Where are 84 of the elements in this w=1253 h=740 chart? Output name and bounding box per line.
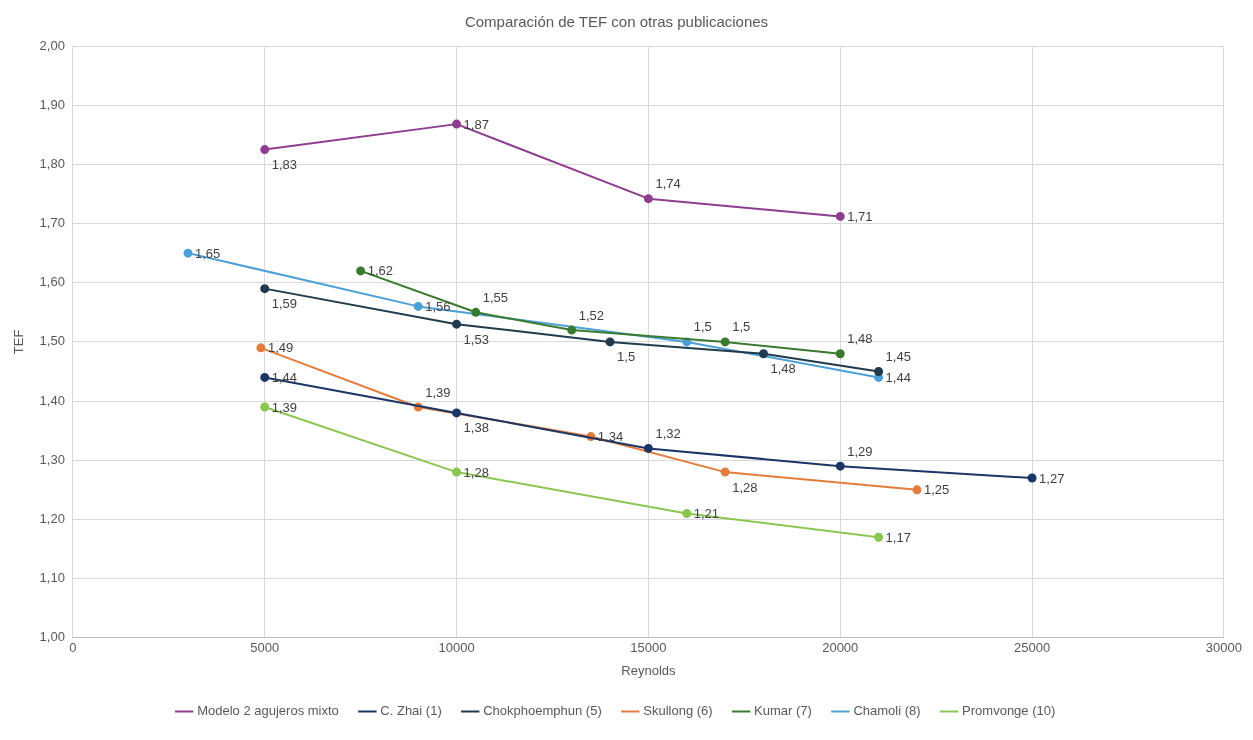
data-label: 1,38 bbox=[463, 420, 489, 436]
point bbox=[1027, 473, 1037, 483]
point bbox=[720, 467, 730, 477]
point bbox=[256, 343, 266, 353]
data-label: 1,29 bbox=[847, 443, 873, 459]
point bbox=[413, 301, 423, 311]
point bbox=[912, 485, 922, 495]
data-label: 1,65 bbox=[195, 245, 221, 261]
data-label: 1,48 bbox=[770, 361, 796, 377]
point bbox=[567, 325, 577, 335]
data-label: 1,44 bbox=[885, 369, 911, 385]
data-label: 1,32 bbox=[655, 426, 681, 441]
y-tick-label: 1,10 bbox=[39, 570, 65, 586]
data-label: 1,74 bbox=[655, 176, 681, 192]
point bbox=[643, 443, 653, 453]
y-tick-label: 1,80 bbox=[39, 155, 65, 171]
data-label: 1,59 bbox=[271, 296, 298, 312]
y-tick-label: 1,70 bbox=[39, 215, 65, 231]
y-tick-label: 1,50 bbox=[39, 333, 65, 349]
point bbox=[452, 119, 462, 129]
point bbox=[452, 408, 462, 418]
point bbox=[260, 372, 270, 382]
legend-label: Skullong (6) bbox=[643, 703, 713, 719]
point bbox=[356, 266, 366, 276]
y-tick-label: 1,30 bbox=[39, 451, 65, 467]
point bbox=[682, 509, 692, 519]
data-label: 1,48 bbox=[847, 331, 873, 347]
legend-label: Kumar (7) bbox=[754, 703, 812, 719]
y-tick-label: 1,40 bbox=[39, 392, 65, 408]
x-tick-label: 15000 bbox=[630, 640, 667, 656]
x-tick-label: 20000 bbox=[822, 640, 859, 656]
point bbox=[835, 349, 845, 359]
y-tick-label: 1,20 bbox=[39, 511, 65, 527]
point bbox=[471, 307, 481, 317]
data-label: 1,5 bbox=[693, 319, 712, 335]
x-axis-title: Reynolds bbox=[621, 662, 677, 678]
data-label: 1,27 bbox=[1039, 470, 1065, 486]
point bbox=[643, 194, 653, 204]
data-label: 1,5 bbox=[617, 349, 636, 365]
point bbox=[605, 337, 615, 347]
legend-label: Chamoli (8) bbox=[853, 703, 921, 719]
data-label: 1,53 bbox=[463, 331, 489, 347]
point bbox=[260, 402, 270, 412]
x-tick-label: 5000 bbox=[250, 640, 280, 656]
y-axis-title: TEF bbox=[11, 329, 27, 355]
point bbox=[835, 461, 845, 471]
point bbox=[452, 467, 462, 477]
data-label: 1,39 bbox=[425, 384, 451, 400]
y-tick-label: 2,00 bbox=[39, 37, 65, 53]
legend-label: C. Zhai (1) bbox=[380, 703, 442, 719]
data-label: 1,62 bbox=[367, 263, 393, 279]
data-label: 1,71 bbox=[847, 209, 873, 225]
data-label: 1,34 bbox=[597, 429, 624, 445]
chart-title: Comparación de TEF con otras publicaciones bbox=[464, 13, 769, 31]
x-tick-label: 10000 bbox=[438, 640, 475, 656]
point bbox=[260, 145, 270, 155]
point bbox=[183, 248, 193, 258]
data-label: 1,45 bbox=[885, 349, 911, 365]
legend-label: Chokphoemphun (5) bbox=[483, 703, 602, 719]
y-tick-label: 1,00 bbox=[39, 629, 65, 645]
data-label: 1,83 bbox=[271, 157, 298, 173]
x-tick-label: 25000 bbox=[1014, 640, 1051, 656]
y-tick-label: 1,90 bbox=[39, 96, 65, 112]
point bbox=[260, 284, 270, 294]
x-tick-label: 0 bbox=[69, 640, 77, 656]
data-label: 1,39 bbox=[271, 399, 298, 415]
data-label: 1,52 bbox=[578, 307, 604, 323]
data-label: 1,5 bbox=[732, 319, 751, 335]
point bbox=[720, 337, 730, 347]
point bbox=[835, 211, 845, 221]
data-label: 1,25 bbox=[923, 482, 950, 498]
x-tick-label: 30000 bbox=[1205, 640, 1242, 656]
point bbox=[452, 319, 462, 329]
data-label: 1,55 bbox=[482, 289, 509, 305]
y-tick-label: 1,60 bbox=[39, 274, 65, 290]
point bbox=[874, 366, 884, 376]
data-label: 1,49 bbox=[267, 340, 294, 356]
data-label: 1,28 bbox=[732, 479, 758, 495]
point bbox=[874, 532, 884, 542]
legend-label: Promvonge (10) bbox=[962, 703, 1056, 719]
data-label: 1,87 bbox=[463, 116, 489, 132]
point bbox=[759, 349, 769, 359]
legend-label: Modelo 2 agujeros mixto bbox=[197, 703, 339, 719]
data-label: 1,17 bbox=[885, 529, 911, 545]
